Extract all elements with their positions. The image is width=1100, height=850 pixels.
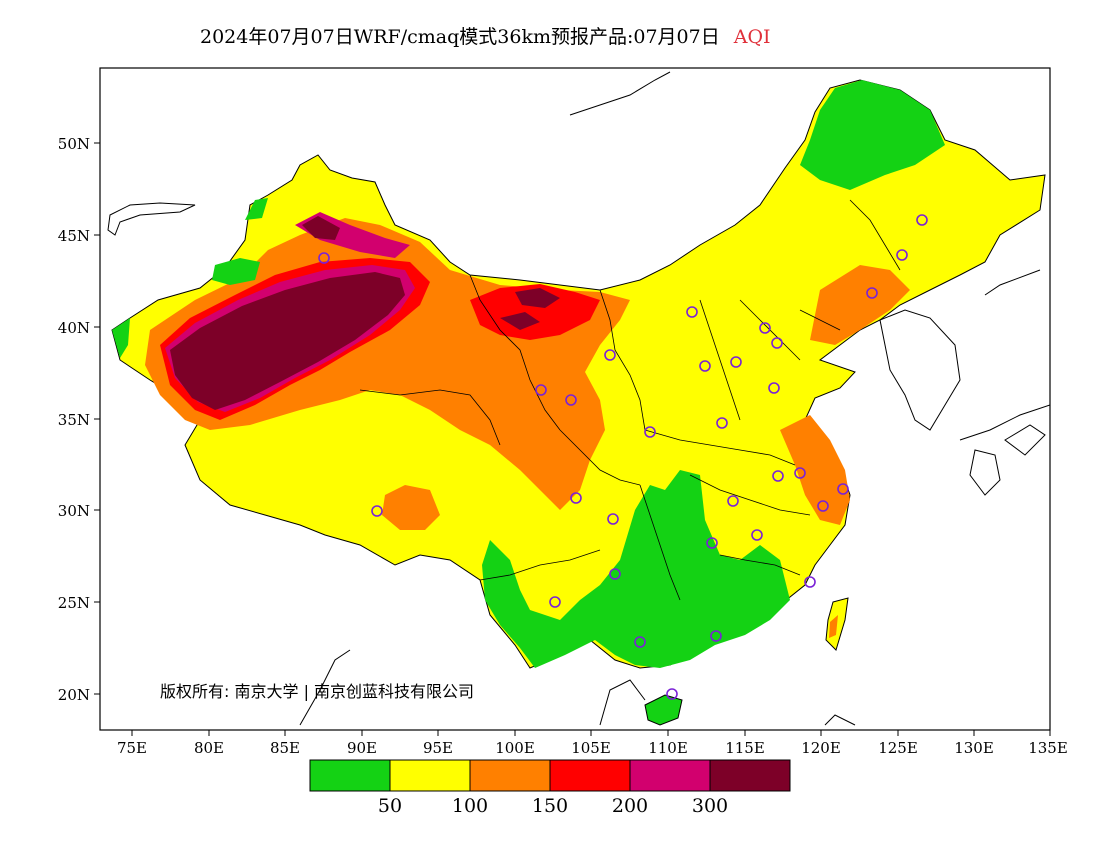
- legend-swatch: [389, 759, 471, 792]
- lon-tick-label: 95E: [423, 739, 453, 757]
- hainan-island: [644, 694, 683, 726]
- lon-tick: 115E: [725, 730, 765, 757]
- lat-tick-label: 20N: [58, 686, 90, 704]
- lat-tick-label: 45N: [58, 227, 90, 245]
- lat-tick-label: 25N: [58, 594, 90, 612]
- aqi-region-orange-ne: [810, 265, 910, 345]
- lat-tick-label: 35N: [58, 411, 90, 429]
- aqi-region-maroon: [170, 272, 405, 410]
- lon-tick: 135E: [1028, 730, 1068, 757]
- lon-tick-label: 115E: [725, 739, 765, 757]
- province-borders: [359, 199, 901, 601]
- aqi-region-maroon-north: [302, 216, 340, 240]
- aqi-region-green-west: [112, 198, 268, 358]
- lon-tick-label: 120E: [801, 739, 841, 757]
- legend-label: 300: [692, 795, 728, 817]
- legend-swatch: [629, 759, 711, 792]
- lon-tick-label: 130E: [954, 739, 994, 757]
- lon-tick-label: 85E: [270, 739, 300, 757]
- latitude-axis: 20N 25N 30N 35N 40N 45N 50N: [58, 135, 100, 704]
- lon-tick-label: 105E: [571, 739, 611, 757]
- lon-tick: 125E: [878, 730, 918, 757]
- legend-swatch: [549, 759, 631, 792]
- aqi-region-green-northeast: [800, 80, 945, 190]
- lon-tick: 75E: [117, 730, 147, 757]
- lon-tick: 130E: [954, 730, 994, 757]
- lon-tick-label: 135E: [1028, 739, 1068, 757]
- legend-swatch: [309, 759, 391, 792]
- russia-coastline: [569, 71, 1041, 296]
- lat-tick: 40N: [58, 319, 100, 337]
- taiwan-pollution: [829, 615, 838, 638]
- city-markers: [318, 214, 928, 700]
- legend-swatch: [709, 759, 791, 792]
- aqi-region-green-south: [482, 470, 790, 668]
- lon-tick-label: 110E: [648, 739, 688, 757]
- legend-swatch: [469, 759, 551, 792]
- lon-tick: 95E: [423, 730, 453, 757]
- lat-tick: 50N: [58, 135, 100, 153]
- map-plot-area: 版权所有: 南京大学 | 南京创蓝科技有限公司: [107, 71, 1050, 726]
- legend-label: 150: [532, 795, 568, 817]
- korea-coastline: [879, 309, 961, 431]
- lat-tick-label: 40N: [58, 319, 90, 337]
- aqi-region-green-xinjiang: [212, 258, 260, 285]
- copyright-text: 版权所有: 南京大学 | 南京创蓝科技有限公司: [160, 682, 474, 701]
- map-frame: [99, 67, 1051, 731]
- lon-tick: 120E: [801, 730, 841, 757]
- aqi-legend: 50 100 150 200 300: [309, 759, 791, 817]
- lon-tick-label: 80E: [194, 739, 224, 757]
- lon-tick: 80E: [194, 730, 224, 757]
- lat-tick-label: 50N: [58, 135, 90, 153]
- lon-tick: 85E: [270, 730, 300, 757]
- lat-tick: 35N: [58, 411, 100, 429]
- aqi-region-orange-se: [780, 415, 850, 525]
- legend-label: 50: [378, 795, 402, 817]
- lon-tick-label: 100E: [495, 739, 535, 757]
- lon-tick-label: 75E: [117, 739, 147, 757]
- lon-tick: 105E: [571, 730, 611, 757]
- legend-label: 200: [612, 795, 648, 817]
- lon-tick: 110E: [648, 730, 688, 757]
- west-border-lines: [107, 202, 196, 236]
- lon-tick-label: 90E: [347, 739, 377, 757]
- japan-coastline: [959, 404, 1050, 496]
- lat-tick: 25N: [58, 594, 100, 612]
- title-variable: AQI: [733, 26, 771, 48]
- aqi-region-red-gansu: [470, 284, 600, 340]
- lat-tick: 30N: [58, 502, 100, 520]
- lat-tick-label: 30N: [58, 502, 90, 520]
- title-text: 2024年07月07日WRF/cmaq模式36km预报产品:07月07日: [200, 26, 720, 48]
- aqi-region-orange-tibet: [382, 485, 440, 530]
- lon-tick-label: 125E: [878, 739, 918, 757]
- aqi-region-maroon-gansu: [500, 288, 560, 330]
- lat-tick: 20N: [58, 686, 100, 704]
- southeast-asia-coast: [299, 649, 856, 726]
- longitude-axis: 75E 80E 85E 90E 95E 100E 105E 110E 115E …: [117, 730, 1068, 757]
- legend-label: 100: [452, 795, 488, 817]
- lon-tick: 90E: [347, 730, 377, 757]
- lon-tick: 100E: [495, 730, 535, 757]
- map-title: 2024年07月07日WRF/cmaq模式36km预报产品:07月07日 AQI: [200, 22, 771, 49]
- lat-tick: 45N: [58, 227, 100, 245]
